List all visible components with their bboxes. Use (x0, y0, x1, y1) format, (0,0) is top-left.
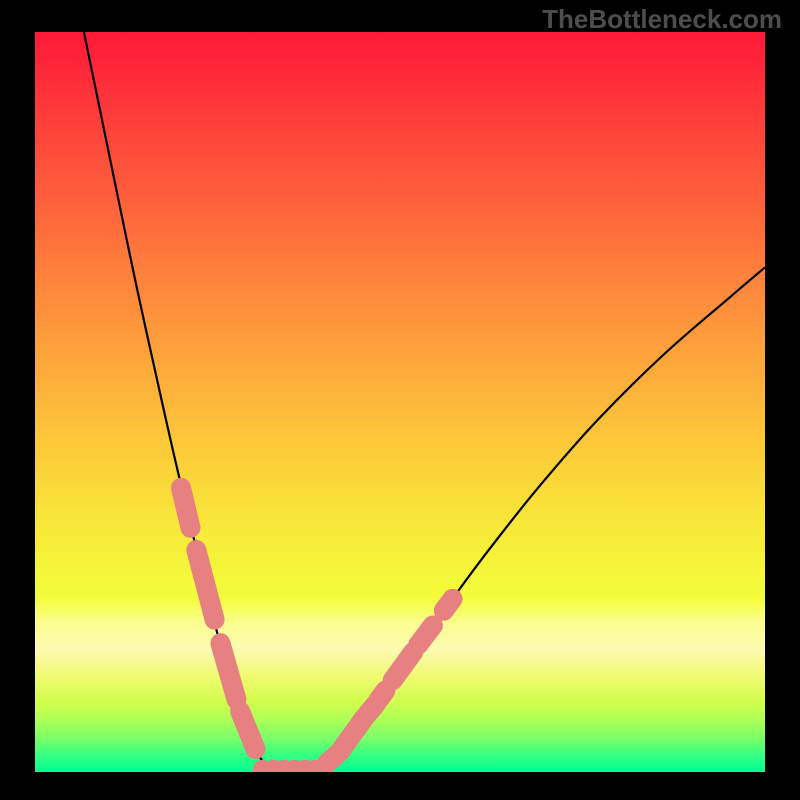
marker-segment (240, 711, 255, 749)
plot-area (35, 32, 765, 772)
watermark-text: TheBottleneck.com (542, 4, 782, 35)
marker-segment (379, 691, 386, 700)
marker-segment (181, 488, 190, 528)
marker-segment (444, 599, 453, 611)
marker-segment (418, 625, 433, 644)
chart-container: TheBottleneck.com (0, 0, 800, 800)
plot-svg (35, 32, 765, 772)
